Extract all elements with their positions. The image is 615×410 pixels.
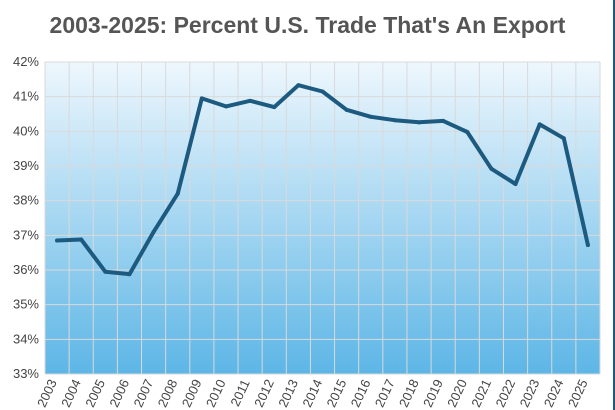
data-point [320,89,325,94]
x-tick-label: 2013 [275,377,301,410]
y-tick-label: 34% [13,331,39,346]
data-point [103,269,108,274]
x-tick-label: 2017 [372,377,398,410]
data-point [465,130,470,135]
x-tick-label: 2014 [299,377,325,410]
x-tick-label: 2008 [155,377,181,410]
x-tick-label: 2007 [130,377,156,410]
data-point [199,96,204,101]
data-point [272,105,277,110]
x-tick-label: 2018 [396,377,422,410]
y-tick-label: 37% [13,227,39,242]
y-tick-label: 39% [13,158,39,173]
x-tick-label: 2019 [420,377,446,410]
data-point [55,238,60,243]
x-tick-label: 2003 [34,377,60,410]
grid-lines [44,61,601,375]
y-tick-label: 35% [13,297,39,312]
data-point [127,272,132,277]
x-tick-label: 2006 [106,377,132,410]
chart-title: 2003-2025: Percent U.S. Trade That's An … [49,12,566,38]
y-tick-label: 33% [13,366,39,381]
data-point [561,136,566,141]
y-tick-label: 38% [13,193,39,208]
data-point [441,118,446,123]
y-tick-label: 42% [13,54,39,69]
x-tick-label: 2020 [444,377,470,410]
data-point [79,237,84,242]
x-tick-label: 2021 [468,377,494,410]
data-point [537,122,542,127]
data-point [223,104,228,109]
x-tick-label: 2015 [324,377,350,410]
x-tick-label: 2009 [179,377,205,410]
plot-area [45,62,600,374]
data-point [175,191,180,196]
data-point [585,243,590,248]
x-tick-label: 2025 [565,377,591,410]
x-tick-label: 2011 [227,377,252,409]
data-point [489,166,494,171]
data-point [417,120,422,125]
x-tick-label: 2012 [251,377,277,410]
data-point [151,229,156,234]
x-tick-label: 2022 [492,377,518,410]
data-point [344,107,349,112]
data-point [513,182,518,187]
x-tick-label: 2016 [348,377,374,410]
series-layer [55,83,590,277]
x-tick-label: 2005 [82,377,108,410]
y-tick-label: 36% [13,262,39,277]
x-tick-label: 2023 [517,377,543,410]
y-axis: 33% 34% 35% 36% 37% 38% 39% 40% 41% 42% [13,54,39,381]
x-axis: 2003200420052006200720082009201020112012… [34,377,591,410]
data-point [392,118,397,123]
y-tick-label: 40% [13,123,39,138]
data-point [296,83,301,88]
data-point [368,114,373,119]
x-tick-label: 2004 [58,377,84,410]
right-edge-bar [613,0,615,410]
data-point [248,98,253,103]
x-tick-label: 2010 [203,377,229,410]
x-tick-label: 2024 [541,377,567,410]
y-tick-label: 41% [13,89,39,104]
